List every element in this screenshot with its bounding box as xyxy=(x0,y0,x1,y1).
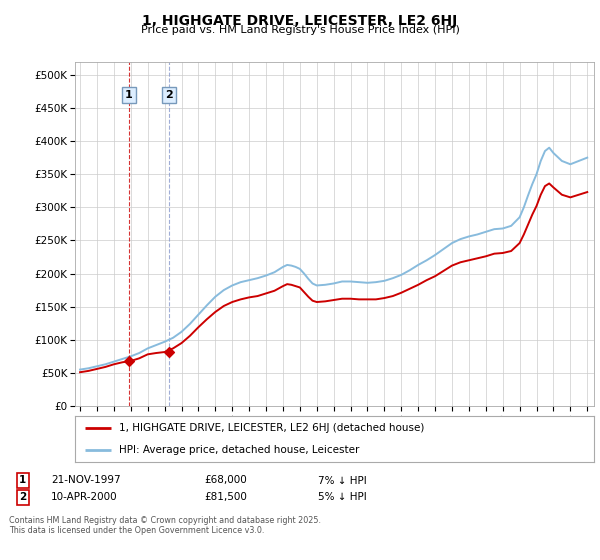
Text: HPI: Average price, detached house, Leicester: HPI: Average price, detached house, Leic… xyxy=(119,445,359,455)
Point xyxy=(124,357,134,366)
Text: 1, HIGHGATE DRIVE, LEICESTER, LE2 6HJ: 1, HIGHGATE DRIVE, LEICESTER, LE2 6HJ xyxy=(142,14,458,28)
Text: Contains HM Land Registry data © Crown copyright and database right 2025.: Contains HM Land Registry data © Crown c… xyxy=(9,516,321,525)
Text: 7% ↓ HPI: 7% ↓ HPI xyxy=(318,475,367,486)
Text: 2: 2 xyxy=(165,90,173,100)
Text: Price paid vs. HM Land Registry's House Price Index (HPI): Price paid vs. HM Land Registry's House … xyxy=(140,25,460,35)
Point xyxy=(164,348,174,357)
Text: £68,000: £68,000 xyxy=(204,475,247,486)
Text: 5% ↓ HPI: 5% ↓ HPI xyxy=(318,492,367,502)
Text: £81,500: £81,500 xyxy=(204,492,247,502)
Text: 21-NOV-1997: 21-NOV-1997 xyxy=(51,475,121,486)
Text: 1, HIGHGATE DRIVE, LEICESTER, LE2 6HJ (detached house): 1, HIGHGATE DRIVE, LEICESTER, LE2 6HJ (d… xyxy=(119,423,424,433)
Text: This data is licensed under the Open Government Licence v3.0.: This data is licensed under the Open Gov… xyxy=(9,526,265,535)
Text: 1: 1 xyxy=(125,90,133,100)
Text: 2: 2 xyxy=(19,492,26,502)
Text: 1: 1 xyxy=(19,475,26,486)
Text: 10-APR-2000: 10-APR-2000 xyxy=(51,492,118,502)
